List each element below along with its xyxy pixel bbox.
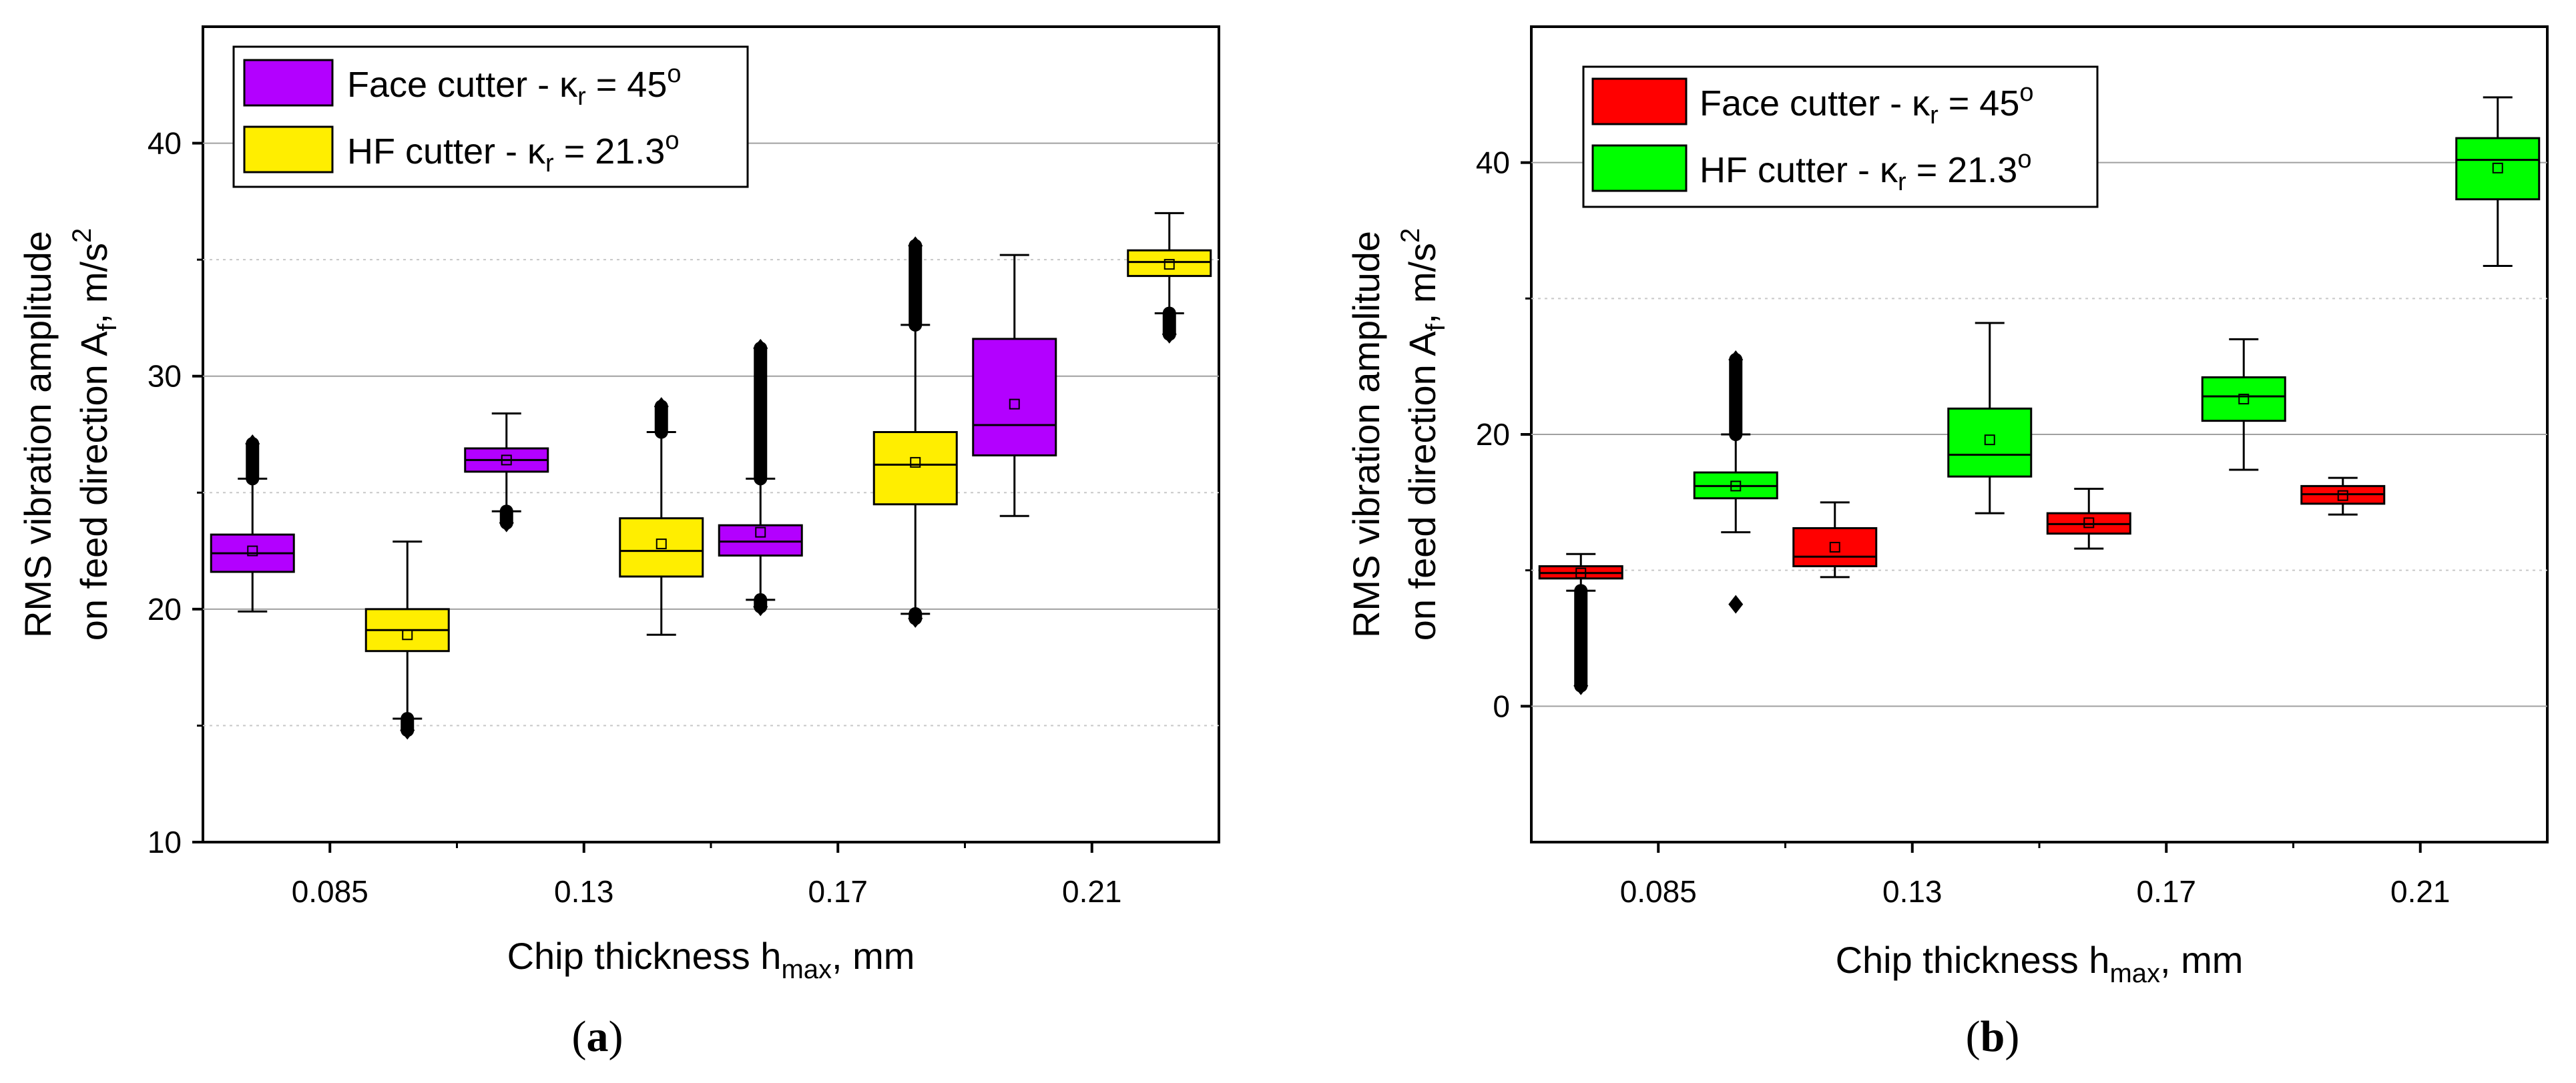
box-body [1127, 249, 1212, 278]
y-axis-title-line2-a: on feed direction Af, m/s2 [67, 228, 122, 641]
outlier-marker [245, 434, 260, 453]
box-b-s1-c2 [2201, 338, 2286, 471]
legend-label-face-b: Face cutter - κr = 45o [1700, 79, 2034, 129]
x-tick-label: 0.085 [1620, 874, 1697, 909]
x-tick-label: 0.17 [808, 874, 868, 909]
outlier-marker [1728, 595, 1744, 614]
legend-swatch-face-b [1591, 77, 1688, 125]
x-tick-label: 0.17 [2136, 874, 2196, 909]
legend-a: Face cutter - κr = 45o HF cutter - κr = … [232, 45, 749, 188]
mean-marker [1730, 480, 1742, 492]
y-tick-label: 30 [148, 359, 182, 394]
box-body [2455, 137, 2541, 201]
mean-marker [1984, 434, 1995, 446]
caption-a: (a) [572, 1012, 623, 1061]
mean-marker [910, 456, 921, 468]
grid-a [203, 142, 1219, 727]
outlier-marker [908, 236, 923, 256]
y-axis-title-b: RMS vibration amplitude on feed directio… [1345, 228, 1451, 641]
y-axis-title-line2-b: on feed direction Af, m/s2 [1396, 228, 1451, 641]
box-a-s1-c1 [619, 397, 704, 636]
box-a-s1-c0 [364, 540, 450, 740]
box-body [1792, 527, 1878, 568]
legend-b: Face cutter - κr = 45o HF cutter - κr = … [1582, 65, 2099, 208]
box-body [619, 517, 704, 578]
boxes-b [1538, 96, 2541, 695]
legend-swatch-hf-b [1591, 144, 1688, 192]
x-axis-title-a: Chip thickness hmax, mm [507, 935, 915, 984]
mean-marker [402, 629, 413, 641]
grid-b [1531, 161, 2547, 707]
mean-marker [656, 538, 667, 550]
mean-marker [755, 526, 766, 538]
mean-marker [2337, 490, 2348, 501]
y-axis-title-a: RMS vibration amplitude on feed directio… [17, 228, 122, 641]
box-body [872, 431, 958, 506]
mean-marker [2492, 162, 2503, 173]
y-ticks-b: 0 20 40 [1476, 145, 1531, 723]
legend-swatch-hf-a [243, 125, 334, 173]
box-b-s1-c0 [1693, 350, 1778, 614]
box-a-s0-c1 [464, 412, 549, 532]
box-a-s0-c2 [718, 338, 803, 617]
outlier-marker [1728, 350, 1744, 369]
box-b-s0-c0 [1538, 553, 1623, 695]
y-tick-label: 20 [148, 592, 182, 627]
outlier-marker [753, 338, 768, 358]
x-tick-label: 0.13 [554, 874, 614, 909]
boxes-a [210, 212, 1212, 740]
outlier-marker [1162, 324, 1177, 344]
mean-marker [1009, 398, 1020, 410]
x-ticks-b: 0.085 0.13 0.17 0.21 [1620, 842, 2451, 909]
box-b-s0-c3 [2300, 476, 2386, 516]
box-a-s0-c0 [210, 434, 295, 613]
legend-label-hf-b: HF cutter - κr = 21.3o [1700, 145, 2031, 196]
outlier-marker [753, 597, 768, 617]
x-ticks-a: 0.085 0.13 0.17 0.21 [292, 842, 1122, 909]
legend-label-hf-a: HF cutter - κr = 21.3o [347, 127, 679, 177]
mean-marker [2083, 517, 2095, 528]
y-tick-label: 40 [148, 126, 182, 161]
mean-marker [1164, 259, 1175, 270]
mean-marker [2238, 394, 2250, 405]
box-body [1947, 407, 2033, 478]
box-body [972, 338, 1057, 456]
outlier-marker [654, 397, 669, 416]
caption-b: (b) [1966, 1012, 2020, 1061]
box-b-s1-c3 [2455, 96, 2541, 267]
outlier-marker [499, 513, 514, 532]
y-tick-label: 20 [1476, 417, 1510, 452]
y-tick-label: 40 [1476, 145, 1510, 180]
x-tick-label: 0.21 [1062, 874, 1122, 909]
box-a-s0-c3 [972, 254, 1057, 517]
y-tick-label: 10 [148, 825, 182, 859]
legend-swatch-face-a [243, 59, 334, 107]
box-b-s0-c1 [1792, 501, 1878, 579]
y-axis-title-line1-b: RMS vibration amplitude [1345, 231, 1387, 638]
y-tick-label: 0 [1493, 689, 1510, 723]
legend-label-face-a: Face cutter - κr = 45o [347, 60, 682, 111]
box-b-s1-c1 [1947, 322, 2033, 514]
chart-panel-a: 10 20 30 40 0.085 0.13 0.17 0.21 Face cutter -… [17, 25, 1220, 1061]
y-ticks-a: 10 20 30 40 [148, 126, 203, 859]
box-body [718, 524, 803, 557]
box-a-s1-c2 [872, 236, 958, 628]
chart-panel-b: 0 20 40 0.085 0.13 0.17 0.21 Face cutter - κr… [1345, 25, 2549, 1061]
x-tick-label: 0.085 [292, 874, 368, 909]
x-tick-label: 0.13 [1882, 874, 1943, 909]
box-a-s1-c3 [1127, 212, 1212, 344]
x-tick-label: 0.21 [2390, 874, 2451, 909]
y-axis-title-line1-a: RMS vibration amplitude [17, 231, 59, 638]
mean-marker [1575, 567, 1587, 579]
box-b-s0-c2 [2046, 487, 2131, 550]
x-axis-title-b: Chip thickness hmax, mm [1836, 939, 2244, 988]
outlier-marker [1573, 676, 1589, 695]
mean-marker [501, 454, 512, 466]
mean-marker [247, 545, 258, 557]
mean-marker [1829, 542, 1840, 553]
outlier-marker [400, 721, 415, 740]
box-body [2201, 376, 2286, 422]
